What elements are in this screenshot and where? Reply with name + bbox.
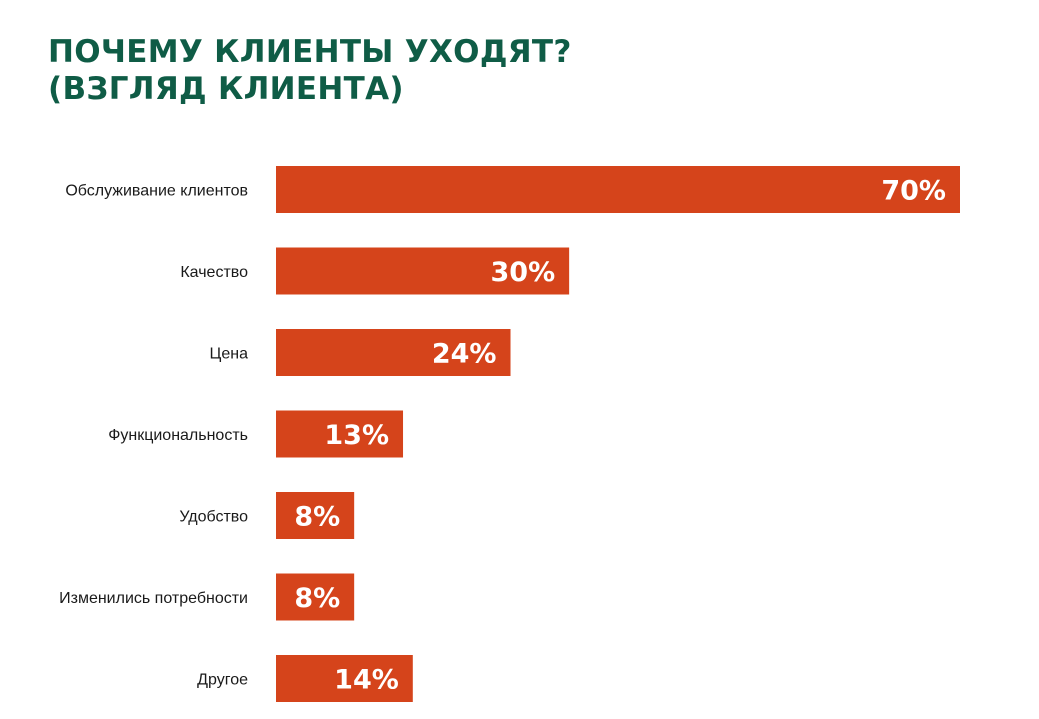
chart-title-line-2: (ВЗГЛЯД КЛИЕНТА) (48, 71, 404, 107)
category-label: Изменились потребности (59, 590, 248, 607)
value-label: 13% (324, 420, 389, 451)
chart-title: ПОЧЕМУ КЛИЕНТЫ УХОДЯТ? (ВЗГЛЯД КЛИЕНТА) (48, 34, 572, 108)
bar-3 (276, 329, 511, 376)
bar-row: Изменились потребности 8% (59, 573, 355, 621)
category-label: Другое (197, 672, 248, 689)
value-label: 30% (491, 257, 556, 288)
value-label: 14% (334, 665, 399, 696)
category-label: Цена (210, 346, 249, 363)
value-label: 8% (294, 583, 340, 614)
bar-7 (276, 655, 413, 702)
bar-row: Цена 24% (210, 329, 511, 376)
category-label: Удобство (179, 509, 248, 526)
chart-title-line-1: ПОЧЕМУ КЛИЕНТЫ УХОДЯТ? (48, 34, 572, 70)
bar-2 (276, 247, 570, 295)
value-label: 8% (294, 502, 340, 533)
bar-row: Другое 14% (197, 655, 413, 702)
bar-1 (276, 166, 960, 213)
value-label: 24% (432, 339, 497, 370)
bar-row: Функциональность 13% (108, 410, 404, 458)
bar-5 (276, 492, 355, 539)
bar-row: Качество 30% (180, 247, 570, 295)
bar-row: Обслуживание клиентов 70% (65, 166, 960, 213)
bar-6 (276, 573, 355, 621)
category-label: Функциональность (108, 427, 248, 444)
bar-4 (276, 410, 404, 458)
value-label: 70% (881, 176, 946, 207)
category-label: Обслуживание клиентов (65, 183, 248, 200)
bar-row: Удобство 8% (179, 492, 355, 539)
category-label: Качество (180, 264, 248, 281)
